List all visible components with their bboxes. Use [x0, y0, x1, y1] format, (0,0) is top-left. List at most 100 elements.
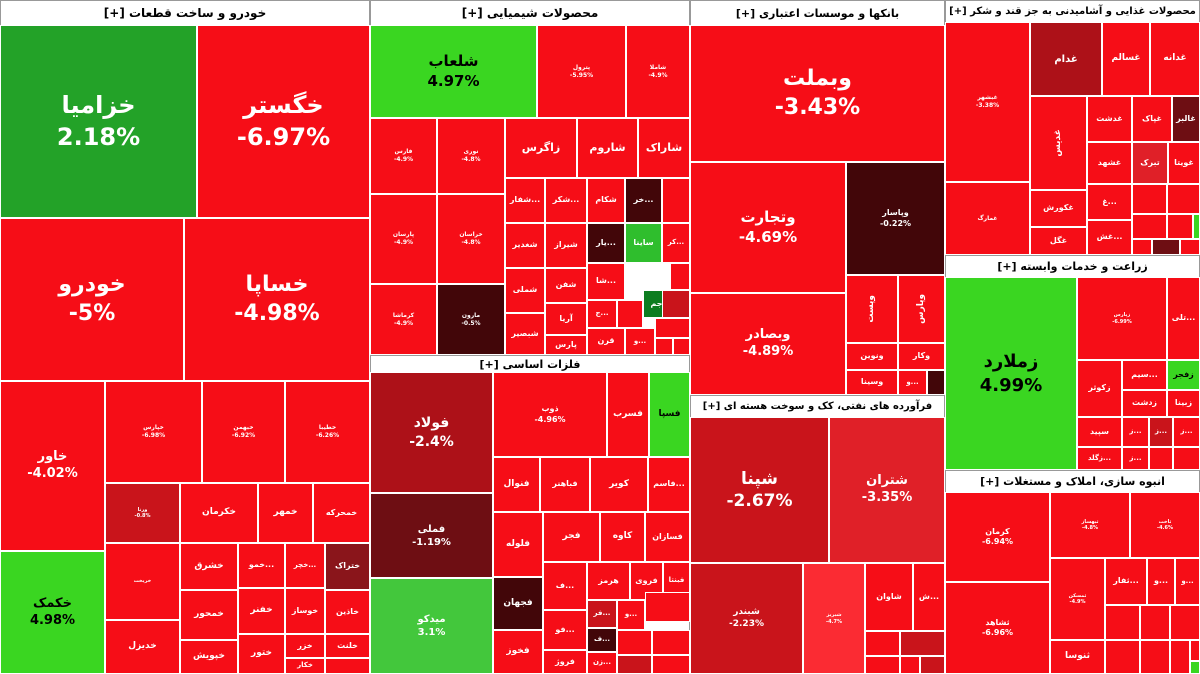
treemap-tile[interactable]: خمحور: [180, 590, 238, 640]
treemap-tile[interactable]: وپاسار -0.22%: [846, 162, 945, 275]
treemap-tile[interactable]: خبهمن -6.92%: [202, 381, 285, 483]
treemap-tile[interactable]: [927, 370, 945, 395]
treemap-tile[interactable]: فجر: [543, 512, 600, 562]
treemap-tile[interactable]: هرمز: [587, 562, 630, 600]
treemap-tile[interactable]: [1173, 447, 1200, 470]
treemap-tile[interactable]: [865, 656, 900, 674]
treemap-tile[interactable]: [1132, 239, 1152, 255]
treemap-tile[interactable]: [1132, 184, 1167, 214]
treemap-tile[interactable]: خراسان -4.8%: [437, 194, 505, 284]
treemap-tile[interactable]: [652, 630, 690, 655]
treemap-tile[interactable]: ...ز: [1149, 417, 1173, 447]
treemap-tile[interactable]: شاملا -4.9%: [626, 25, 690, 118]
treemap-tile[interactable]: زپارس -6.99%: [1077, 277, 1167, 360]
sector-header-chemicals[interactable]: محصولات شیمیایی [+]: [371, 1, 689, 26]
treemap-tile[interactable]: [1140, 605, 1170, 640]
treemap-tile[interactable]: [1180, 239, 1200, 255]
treemap-tile[interactable]: خشرق: [180, 543, 238, 590]
treemap-tile[interactable]: شتران -3.35%: [829, 417, 945, 563]
treemap-tile[interactable]: ...فر: [587, 600, 617, 628]
treemap-tile[interactable]: ...ز: [1173, 417, 1200, 447]
treemap-tile[interactable]: زاگرس: [505, 118, 577, 178]
treemap-tile[interactable]: ...ف: [543, 562, 587, 610]
treemap-tile[interactable]: [617, 655, 652, 674]
treemap-tile[interactable]: غدیس: [1030, 96, 1087, 190]
treemap-tile[interactable]: خگستر -6.97%: [197, 25, 370, 218]
treemap-tile[interactable]: ...شا: [587, 263, 625, 300]
treemap-tile[interactable]: زدشت: [1122, 390, 1167, 417]
sector-header-food[interactable]: محصولات غذایی و آشامیدنی به جز قند و شکر…: [946, 1, 1199, 23]
treemap-tile[interactable]: خزر: [285, 634, 325, 658]
treemap-tile[interactable]: خکرمان: [180, 483, 258, 543]
treemap-tile[interactable]: پارس: [545, 335, 587, 355]
treemap-tile[interactable]: میدکو 3.1%: [370, 578, 493, 674]
treemap-tile[interactable]: غالبر: [1172, 96, 1200, 142]
treemap-tile[interactable]: [1190, 661, 1200, 674]
treemap-tile[interactable]: [1105, 640, 1140, 674]
treemap-tile[interactable]: ثمسکن -4.9%: [1050, 558, 1105, 640]
treemap-tile[interactable]: خمحرکه: [313, 483, 370, 543]
treemap-tile[interactable]: غپاک: [1132, 96, 1172, 142]
treemap-tile[interactable]: شاراک: [638, 118, 690, 178]
treemap-tile[interactable]: وبملت -3.43%: [690, 25, 945, 162]
treemap-tile[interactable]: زملارد 4.99%: [945, 277, 1077, 470]
treemap-tile[interactable]: ختراک: [325, 543, 370, 590]
treemap-tile[interactable]: [920, 656, 945, 674]
treemap-tile[interactable]: ...سیم: [1122, 360, 1167, 390]
treemap-tile[interactable]: ...خمو: [238, 543, 285, 588]
treemap-tile[interactable]: کرمان -6.94%: [945, 492, 1050, 582]
treemap-tile[interactable]: غویتا: [1168, 142, 1200, 184]
treemap-tile[interactable]: غدانه: [1150, 22, 1200, 96]
treemap-tile[interactable]: آریا: [545, 303, 587, 335]
treemap-tile[interactable]: فروژ: [543, 650, 587, 674]
treemap-tile[interactable]: فجهان: [493, 577, 543, 630]
treemap-tile[interactable]: شبندر -2.23%: [690, 563, 803, 674]
treemap-tile[interactable]: ...ش: [913, 563, 945, 631]
treemap-tile[interactable]: سپید: [1077, 417, 1122, 447]
treemap-tile[interactable]: ...زن: [587, 652, 617, 674]
treemap-tile[interactable]: خاور -4.02%: [0, 381, 105, 551]
treemap-tile[interactable]: وپست: [846, 275, 898, 343]
treemap-tile[interactable]: زبینا: [1167, 390, 1200, 417]
treemap-tile[interactable]: وسینا: [846, 370, 898, 395]
treemap-tile[interactable]: شپنا -2.67%: [690, 417, 829, 563]
treemap-tile[interactable]: تبرک: [1132, 142, 1168, 184]
treemap-tile[interactable]: ساینا: [625, 223, 662, 263]
treemap-tile[interactable]: خوساز: [285, 588, 325, 634]
treemap-tile[interactable]: وپارس: [898, 275, 945, 343]
treemap-tile[interactable]: [662, 178, 690, 223]
treemap-tile[interactable]: [670, 263, 690, 290]
treemap-tile[interactable]: ورنا -0.8%: [105, 483, 180, 543]
treemap-tile[interactable]: [900, 656, 920, 674]
treemap-tile[interactable]: ذوب -4.96%: [493, 372, 607, 457]
treemap-tile[interactable]: غمارگ: [945, 182, 1030, 255]
treemap-tile[interactable]: خاذین: [325, 590, 370, 634]
treemap-tile[interactable]: شملی: [505, 268, 545, 313]
treemap-tile[interactable]: [655, 318, 690, 338]
treemap-tile[interactable]: [1140, 640, 1170, 674]
treemap-tile[interactable]: فارس -4.9%: [370, 118, 437, 194]
treemap-tile[interactable]: [1149, 447, 1173, 470]
treemap-tile[interactable]: فسرب: [607, 372, 649, 457]
treemap-tile[interactable]: شبریز -4.7%: [803, 563, 865, 674]
treemap-tile[interactable]: خلنت: [325, 634, 370, 658]
treemap-tile[interactable]: غدشت: [1087, 96, 1132, 142]
treemap-tile[interactable]: فباهنر: [540, 457, 590, 512]
treemap-tile[interactable]: ...زگلد: [1077, 447, 1122, 470]
treemap-tile[interactable]: [1152, 239, 1180, 255]
treemap-tile[interactable]: [1167, 214, 1193, 239]
treemap-tile[interactable]: ...ز: [1122, 417, 1149, 447]
treemap-tile[interactable]: خطیبا -6.26%: [285, 381, 370, 483]
treemap-tile[interactable]: غسالم: [1102, 22, 1150, 96]
treemap-tile[interactable]: فسپا: [649, 372, 690, 457]
treemap-tile[interactable]: فلوله: [493, 512, 543, 577]
sector-header-oil[interactable]: فرآورده های نفتی، کک و سوخت هسته ای [+]: [691, 396, 944, 418]
treemap-tile[interactable]: [1170, 640, 1190, 674]
treemap-tile[interactable]: کاوه: [600, 512, 645, 562]
treemap-tile[interactable]: ...و: [1175, 558, 1200, 605]
treemap-tile[interactable]: ...و: [1147, 558, 1175, 605]
treemap-tile[interactable]: خکمک 4.98%: [0, 551, 105, 674]
treemap-tile[interactable]: خپارس -6.98%: [105, 381, 202, 483]
treemap-tile[interactable]: ...و: [617, 600, 645, 630]
treemap-tile[interactable]: ...ف: [587, 628, 617, 652]
